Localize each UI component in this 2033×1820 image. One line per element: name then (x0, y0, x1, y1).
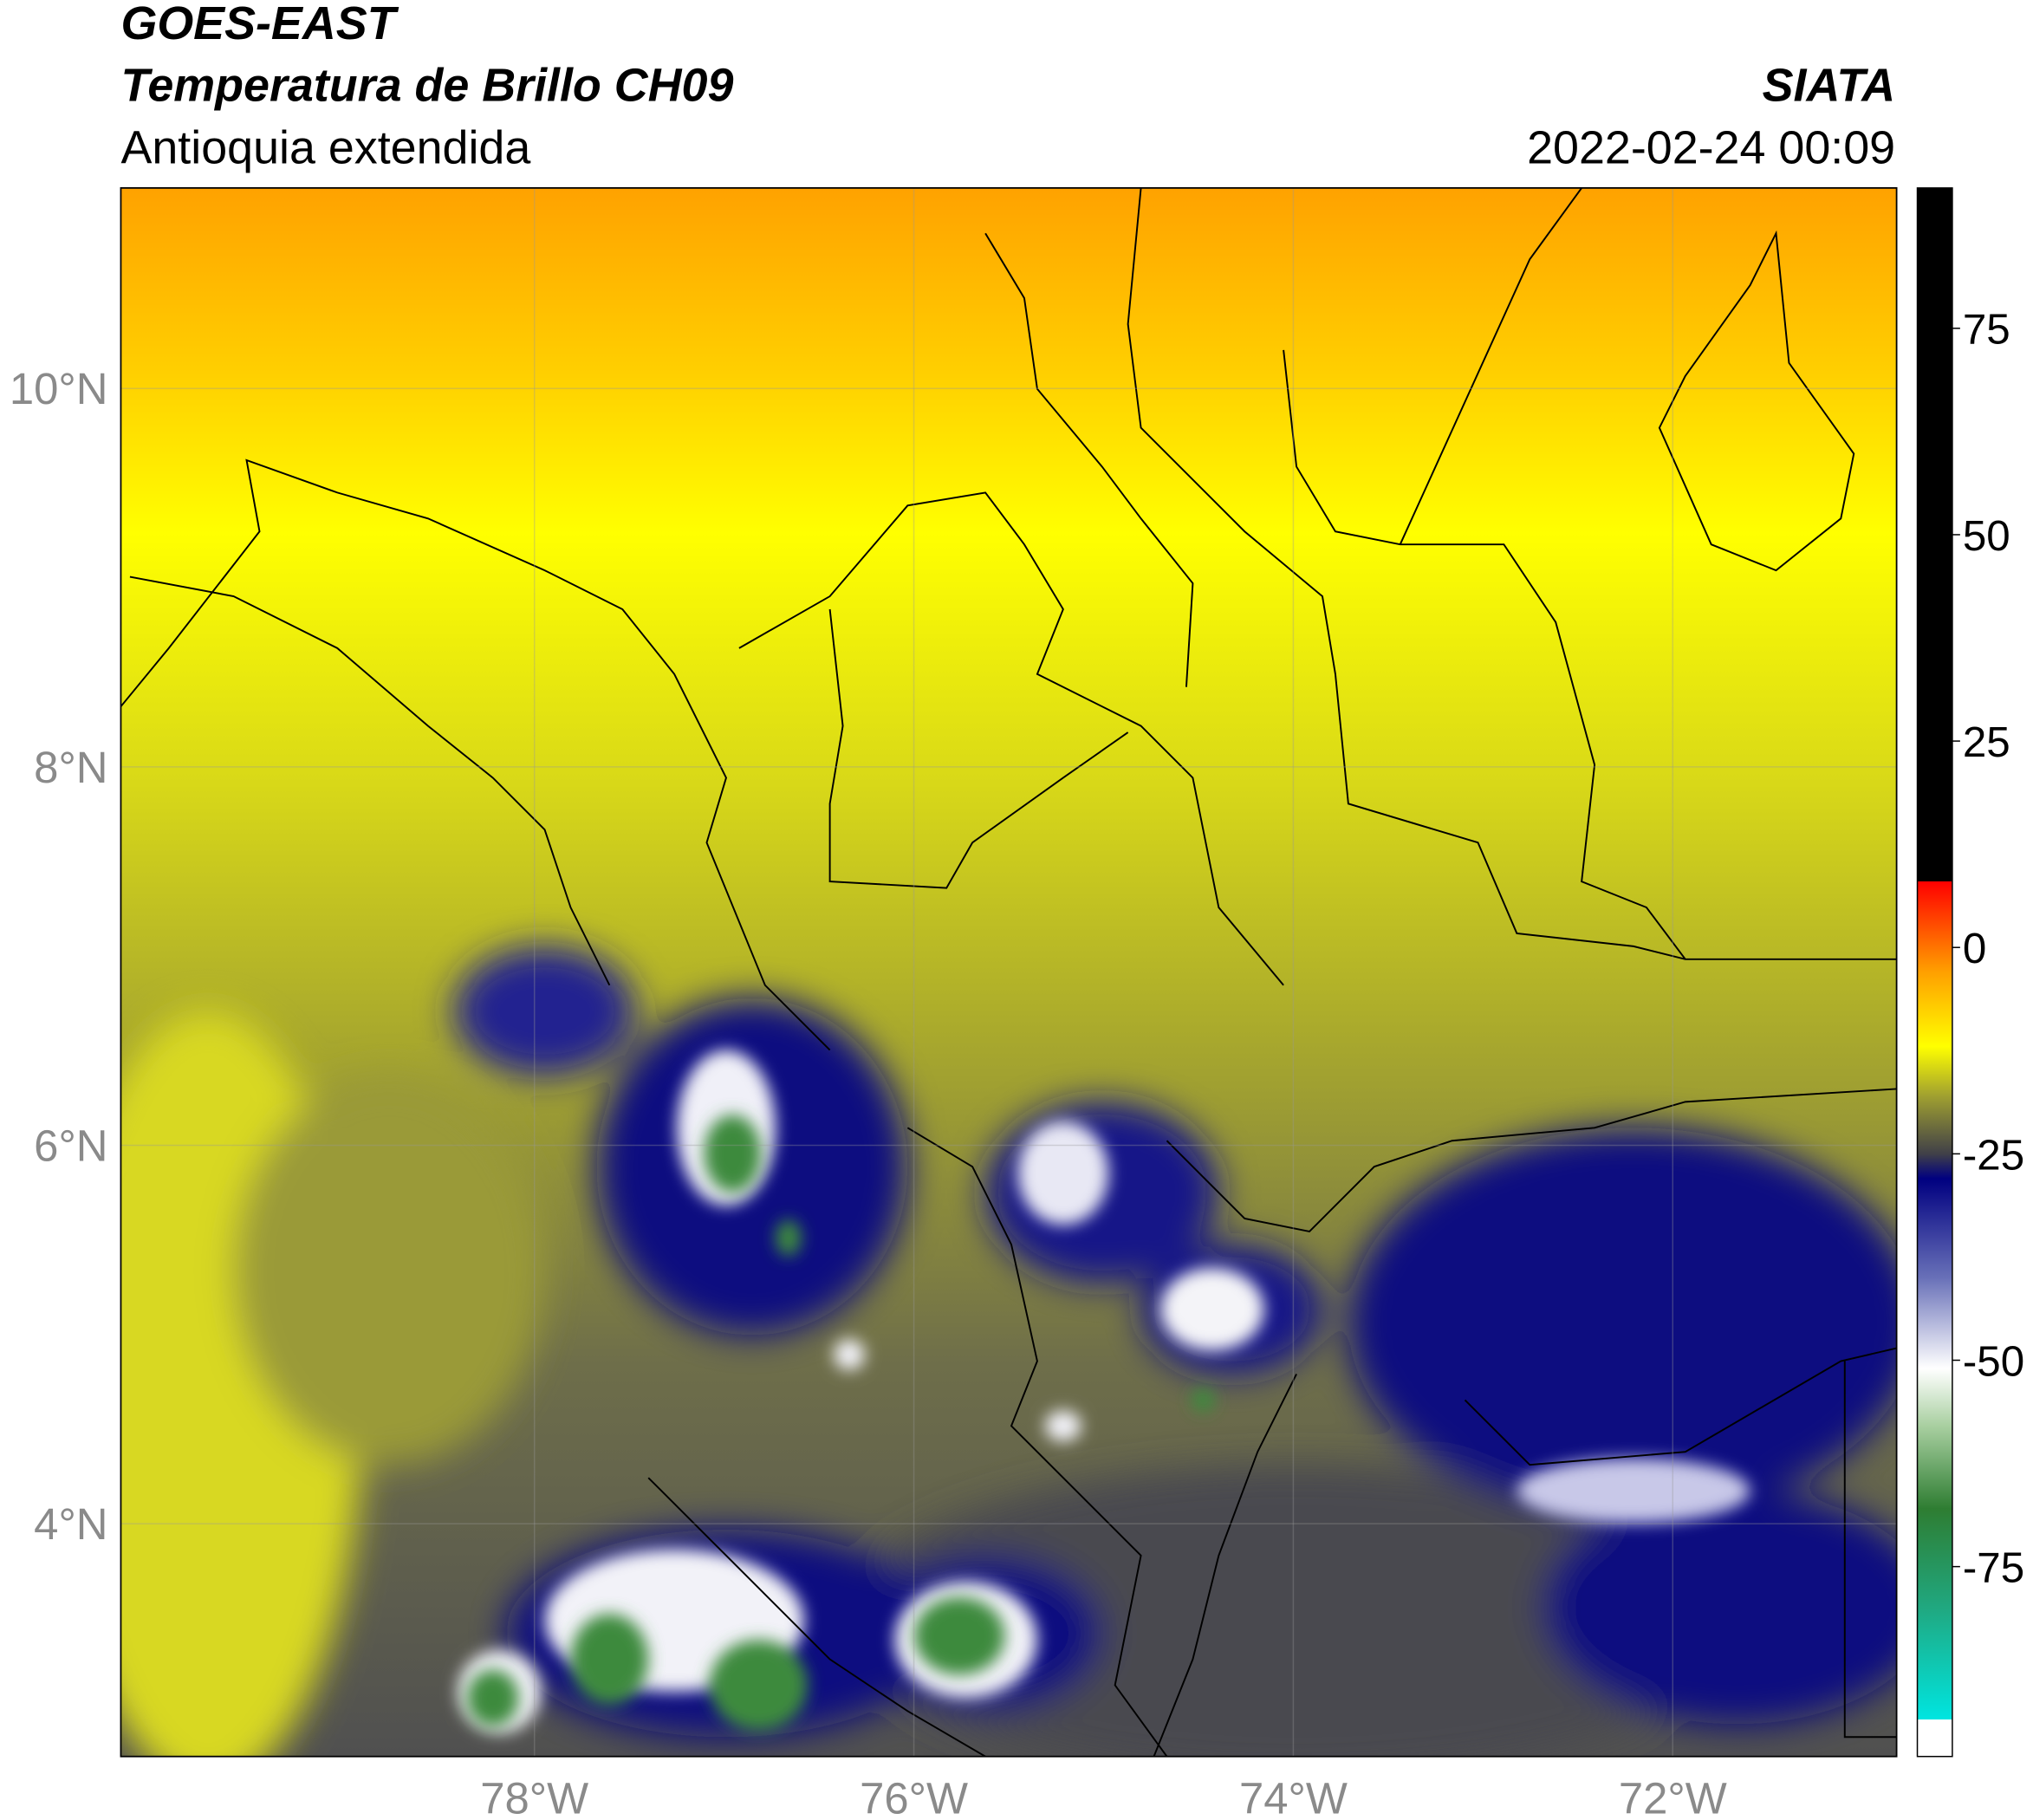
colorbar-tick-label: 50 (1963, 512, 2010, 560)
colorbar-tick-label: 0 (1963, 925, 1986, 972)
y-tick-label: 6°N (34, 1121, 107, 1171)
graticule (120, 187, 1897, 1757)
colorbar-ticks: 75 50 25 0 -25 -50 -75 (1952, 306, 2024, 1592)
y-tick-label: 4°N (34, 1499, 107, 1549)
datetime: 2022-02-24 00:09 (1527, 121, 1895, 173)
colorbar-tick-label: 25 (1963, 718, 2010, 766)
region-title: Antioquia extendida (120, 121, 530, 173)
colorbar-tick-label: -75 (1963, 1544, 2024, 1592)
colorbar-tick-label: 75 (1963, 306, 2010, 354)
x-tick-label: 74°W (1239, 1774, 1348, 1820)
map-frame (120, 186, 1898, 1758)
colorbar-tick-label: -25 (1963, 1131, 2024, 1179)
colorbar (1916, 187, 1953, 1758)
satellite-title: GOES-EAST (120, 0, 399, 49)
y-tick-label: 8°N (34, 743, 107, 792)
product-title: Temperatura de Brillo CH09 (120, 60, 733, 112)
y-tick-label: 10°N (10, 364, 108, 413)
borders (120, 187, 1897, 1757)
satellite-image (120, 187, 1897, 1757)
map-ticks: 78°W 76°W 74°W 72°W 10°N 8°N 6°N 4°N (10, 364, 1727, 1820)
x-tick-label: 78°W (480, 1774, 588, 1820)
agency: SIATA (1763, 60, 1896, 112)
x-tick-label: 76°W (860, 1774, 968, 1820)
x-tick-label: 72°W (1619, 1774, 1727, 1820)
colorbar-tick-label: -50 (1963, 1337, 2024, 1385)
